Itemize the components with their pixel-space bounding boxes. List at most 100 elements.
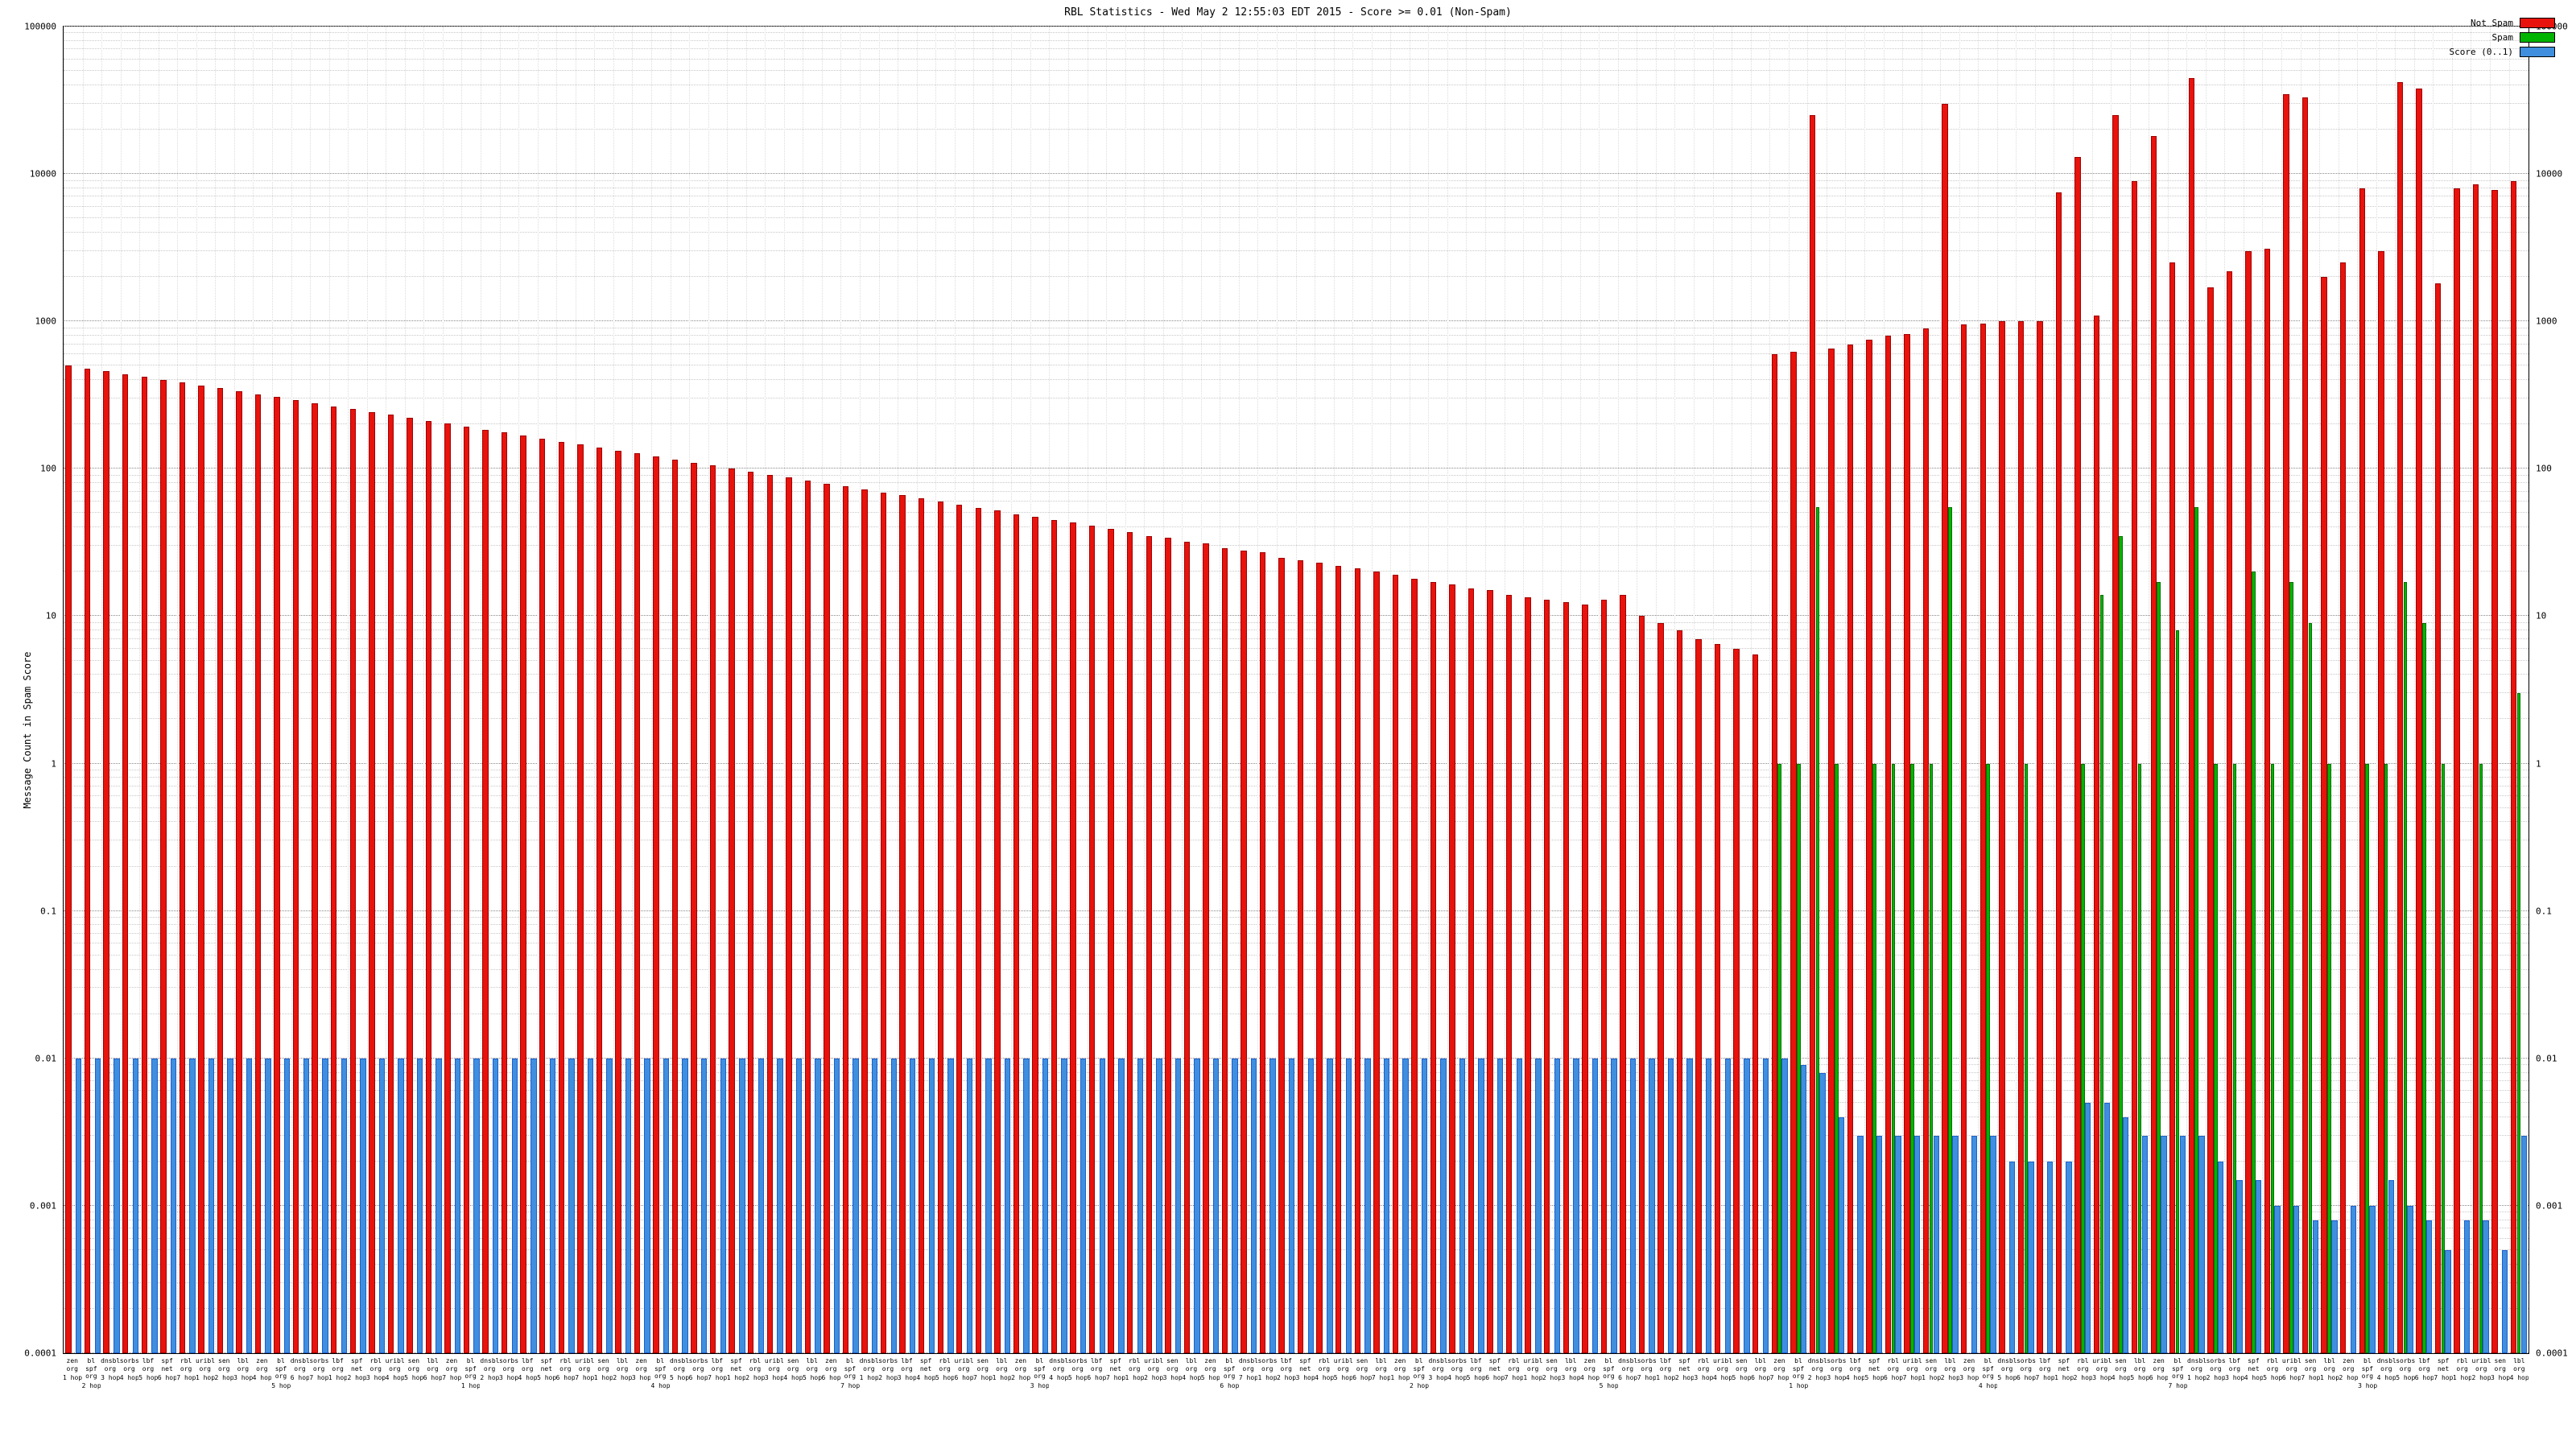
bar-group [2262, 27, 2281, 1353]
bar-score [360, 1058, 366, 1353]
bar-group [1371, 27, 1391, 1353]
bar-group [537, 27, 557, 1353]
bar-notspam [407, 417, 413, 1353]
bar-notspam [1126, 532, 1133, 1353]
x-tick-label: uribl org 1 hop [1523, 1357, 1542, 1381]
legend-item-score: Score (0..1) [2450, 47, 2555, 57]
bar-score [1554, 1058, 1561, 1353]
bar-spam [1835, 763, 1839, 1353]
bar-spam [2403, 582, 2407, 1353]
bar-spam [2516, 693, 2521, 1353]
bar-score [2520, 1135, 2527, 1353]
bar-group [2016, 27, 2035, 1353]
bar-score [1118, 1058, 1125, 1353]
bar-group [272, 27, 291, 1353]
bar-group [1011, 27, 1030, 1353]
bar-score [1194, 1058, 1200, 1353]
bar-notspam [2037, 321, 2043, 1353]
y-tick-label: 0.1 [40, 906, 56, 917]
bar-score [833, 1058, 840, 1353]
bar-group [1807, 27, 1827, 1353]
bar-notspam [1411, 578, 1418, 1353]
y-tick-label: 1000 [35, 316, 57, 327]
bar-score [2463, 1220, 2471, 1353]
bar-group [1333, 27, 1353, 1353]
bar-score [1724, 1058, 1731, 1353]
bar-score [739, 1058, 745, 1353]
bar-group [2054, 27, 2073, 1353]
bar-notspam [482, 429, 489, 1353]
x-tick-label: sorbs org 1 hop [1257, 1357, 1277, 1381]
bar-notspam [179, 382, 186, 1353]
bar-notspam [2245, 250, 2252, 1353]
bar-group [1447, 27, 1467, 1353]
bar-group [1788, 27, 1808, 1353]
bar-group [1295, 27, 1315, 1353]
bar-notspam [425, 420, 432, 1353]
bar-group [1067, 27, 1088, 1353]
bar-notspam [1904, 334, 1910, 1353]
bar-notspam [1297, 559, 1304, 1353]
bar-group [1902, 27, 1922, 1353]
x-tick-label: rbl org 1 hop [2452, 1357, 2472, 1381]
bar-group [935, 27, 955, 1353]
legend-label-not-spam: Not Spam [2471, 18, 2513, 28]
y-tick-label: 0.01 [35, 1053, 57, 1064]
bar-notspam [2150, 136, 2157, 1353]
bar-score [1667, 1058, 1674, 1353]
bar-spam [2308, 622, 2313, 1353]
bar-score [2483, 1220, 2489, 1353]
bar-notspam [2472, 184, 2479, 1353]
bar-score [2217, 1161, 2224, 1353]
bar-group [481, 27, 500, 1353]
bar-notspam [84, 368, 91, 1353]
bar-notspam [292, 400, 299, 1353]
bar-group [101, 27, 121, 1353]
bar-score [511, 1058, 518, 1353]
bar-score [1250, 1058, 1257, 1353]
bar-group [2395, 27, 2414, 1353]
x-tick-label: sen org 1 hop [1922, 1357, 1941, 1381]
bar-spam [2289, 582, 2293, 1353]
bar-score [2161, 1135, 2167, 1353]
bar-group [177, 27, 196, 1353]
bar-group [253, 27, 272, 1353]
bar-notspam [501, 432, 508, 1353]
bar-notspam [539, 438, 546, 1353]
bar-score [1744, 1058, 1750, 1353]
bar-score [2046, 1161, 2054, 1353]
bar-notspam [748, 471, 754, 1353]
legend-swatch-not-spam [2520, 18, 2555, 28]
bar-score [378, 1058, 386, 1353]
bar-notspam [1032, 517, 1038, 1353]
bar-group [1996, 27, 2017, 1353]
x-tick-label: spf net 1 hop [726, 1357, 746, 1381]
bar-score [2255, 1179, 2262, 1353]
plot-area: 1000001000001000010000100010001001001010… [24, 22, 2568, 1359]
bar-group [1182, 27, 1201, 1353]
bar-score [398, 1058, 404, 1353]
bar-notspam [1525, 597, 1531, 1353]
chart-title: RBL Statistics - Wed May 2 12:55:03 EDT … [1064, 6, 1512, 19]
bar-score [1497, 1058, 1504, 1353]
bar-spam [1891, 763, 1896, 1353]
bar-spam [2252, 572, 2256, 1353]
bar-notspam [122, 374, 129, 1353]
